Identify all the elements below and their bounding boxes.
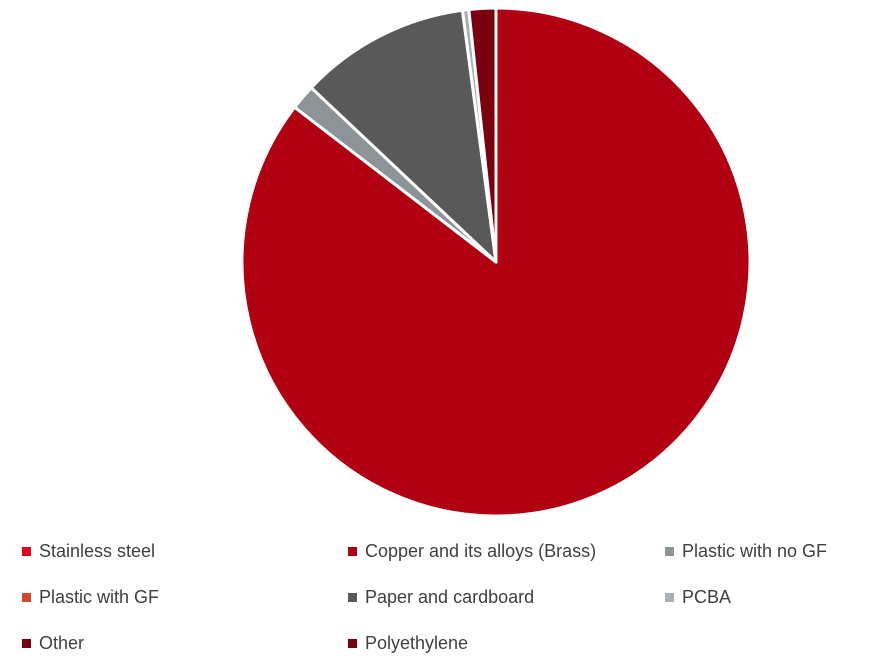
legend-label: Paper and cardboard: [365, 587, 535, 607]
legend-item-plastic-with-no-gf: Plastic with no GF: [665, 541, 827, 562]
pie-chart: [240, 6, 752, 518]
legend-swatch: [665, 593, 674, 602]
legend-label: Plastic with no GF: [682, 541, 828, 561]
legend-swatch: [22, 593, 31, 602]
legend-item-paper-and-cardboard: Paper and cardboard: [348, 587, 534, 608]
legend-label: Other: [39, 633, 85, 653]
pie-chart-area: [240, 6, 752, 518]
legend-item-stainless-steel: Stainless steel: [22, 541, 155, 562]
legend-swatch: [348, 547, 357, 556]
pie-slice-polyethylene: [467, 6, 498, 264]
legend-swatch: [22, 547, 31, 556]
legend-item-plastic-with-gf: Plastic with GF: [22, 587, 159, 608]
legend-swatch: [348, 593, 357, 602]
legend-swatch: [665, 547, 674, 556]
legend-item-pcba: PCBA: [665, 587, 731, 608]
legend-item-copper-and-its-alloys-brass: Copper and its alloys (Brass): [348, 541, 596, 562]
legend-label: Polyethylene: [365, 633, 469, 653]
pie-slice-paper-and-cardboard: [309, 8, 498, 264]
legend-swatch: [22, 639, 31, 648]
legend-swatch: [348, 639, 357, 648]
legend-item-polyethylene: Polyethylene: [348, 633, 468, 654]
legend-item-other: Other: [22, 633, 84, 654]
legend-label: Plastic with GF: [39, 587, 160, 607]
legend-label: PCBA: [682, 587, 732, 607]
legend-label: Stainless steel: [39, 541, 156, 561]
legend-label: Copper and its alloys (Brass): [365, 541, 597, 561]
